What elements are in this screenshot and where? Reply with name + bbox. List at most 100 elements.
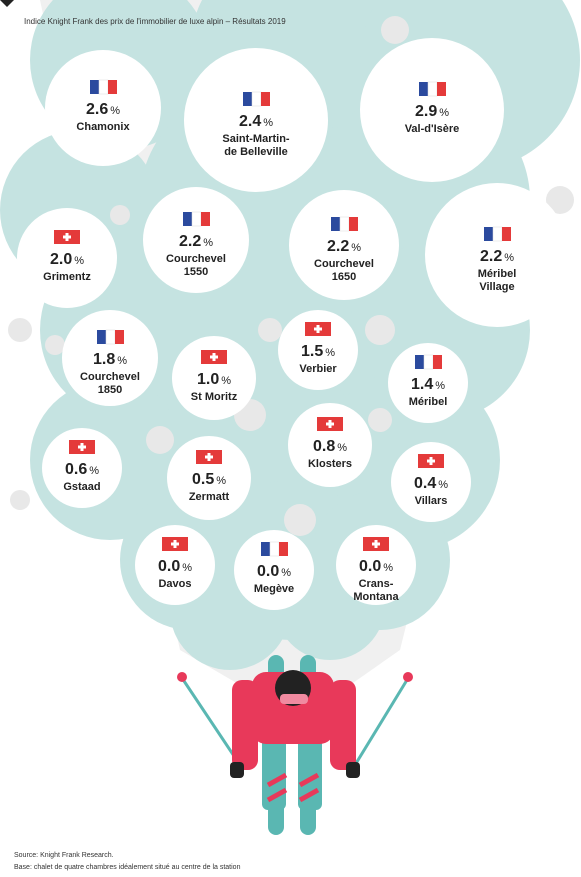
value: 2.0%	[50, 251, 84, 268]
flag-white	[251, 91, 262, 107]
flag-cross	[210, 355, 218, 359]
value-unit: %	[439, 107, 449, 119]
flag-cross	[78, 445, 86, 449]
bubble	[135, 525, 215, 605]
value-unit: %	[216, 475, 226, 487]
flag-cross	[314, 327, 322, 331]
flag-red	[502, 227, 511, 241]
resort-name: Grimentz	[43, 271, 91, 283]
cloud-puffs	[8, 16, 574, 536]
flag-white	[423, 354, 434, 370]
value: 2.2%	[480, 248, 514, 265]
resort-name: Méribel	[478, 268, 517, 280]
flag-cross	[372, 542, 380, 546]
resort-name: Méribel	[409, 396, 448, 408]
value-number: 1.5	[301, 343, 323, 360]
value: 1.4%	[411, 376, 445, 393]
value-number: 0.0	[158, 558, 180, 575]
flag-cross	[205, 455, 213, 459]
resort-name: Courchevel	[166, 253, 226, 265]
value: 0.0%	[359, 558, 393, 575]
resort-name: Gstaad	[63, 481, 100, 493]
resort-name: 1550	[184, 266, 208, 278]
bubble	[184, 48, 328, 192]
bubble	[360, 38, 504, 182]
bubble	[42, 428, 122, 508]
value-number: 2.4	[239, 113, 261, 130]
value-number: 0.0	[257, 563, 279, 580]
resort-name: Val-d'Isère	[405, 123, 460, 135]
resort-name: St Moritz	[191, 391, 238, 403]
flag-white	[492, 226, 503, 242]
value: 2.9%	[415, 103, 449, 120]
value: 0.5%	[192, 471, 226, 488]
resort-name: 1850	[98, 384, 122, 396]
value-unit: %	[504, 252, 514, 264]
resort-name: Davos	[158, 578, 191, 590]
flag-blue	[484, 227, 493, 241]
bubble	[336, 525, 416, 605]
value-number: 2.2	[179, 233, 201, 250]
flag-blue	[331, 217, 340, 231]
flag-white	[339, 216, 350, 232]
value-number: 1.0	[197, 371, 219, 388]
flag-blue	[183, 212, 192, 226]
bubble	[167, 436, 251, 520]
value: 0.4%	[414, 475, 448, 492]
value-unit: %	[182, 562, 192, 574]
flag-red	[108, 80, 117, 94]
flag-white	[269, 541, 280, 557]
resort-name: 1650	[332, 271, 356, 283]
value: 2.6%	[86, 101, 120, 118]
value-number: 2.6	[86, 101, 108, 118]
flag-white	[191, 211, 202, 227]
value-unit: %	[351, 242, 361, 254]
flag-blue	[415, 355, 424, 369]
resort-name: Montana	[353, 591, 399, 603]
flag-cross	[171, 542, 179, 546]
flag-red	[349, 217, 358, 231]
value-number: 0.8	[313, 438, 335, 455]
flag-red	[279, 542, 288, 556]
bubble	[62, 310, 158, 406]
flag-blue	[97, 330, 106, 344]
value: 2.2%	[179, 233, 213, 250]
value: 2.2%	[327, 238, 361, 255]
value-unit: %	[110, 105, 120, 117]
value-unit: %	[383, 562, 393, 574]
resort-bubbles: 2.6 % Chamonix 2.4 % Saint-Martin-de Bellevil…	[17, 38, 569, 610]
skier	[177, 655, 413, 835]
bubble	[45, 50, 161, 166]
flag-red	[261, 92, 270, 106]
resort-name: Verbier	[299, 363, 337, 375]
bubble	[288, 403, 372, 487]
resort-name: Village	[479, 281, 514, 293]
bubble	[289, 190, 399, 300]
bubble	[234, 530, 314, 610]
value-number: 1.8	[93, 351, 115, 368]
source: Source: Knight Frank Research.	[14, 852, 114, 859]
base-note: Base: chalet de quatre chambres idéaleme…	[14, 864, 241, 871]
resort-name: Crans-	[359, 578, 394, 590]
value: 2.4%	[239, 113, 273, 130]
flag-blue	[419, 82, 428, 96]
bubble	[388, 343, 468, 423]
flag-blue	[243, 92, 252, 106]
resort-name: Saint-Martin-	[222, 133, 290, 145]
value-unit: %	[337, 442, 347, 454]
flag-blue	[90, 80, 99, 94]
title: Indice Knight Frank des prix de l'immobi…	[24, 17, 286, 26]
bubble	[425, 183, 569, 327]
flag-red	[201, 212, 210, 226]
resort-name: Villars	[415, 495, 448, 507]
bubble	[143, 187, 249, 293]
value: 0.6%	[65, 461, 99, 478]
value-unit: %	[221, 375, 231, 387]
value: 0.0%	[257, 563, 291, 580]
flag-white	[105, 329, 116, 345]
bubble	[17, 208, 117, 308]
value-number: 2.2	[480, 248, 502, 265]
value-number: 2.9	[415, 103, 437, 120]
value-unit: %	[203, 237, 213, 249]
